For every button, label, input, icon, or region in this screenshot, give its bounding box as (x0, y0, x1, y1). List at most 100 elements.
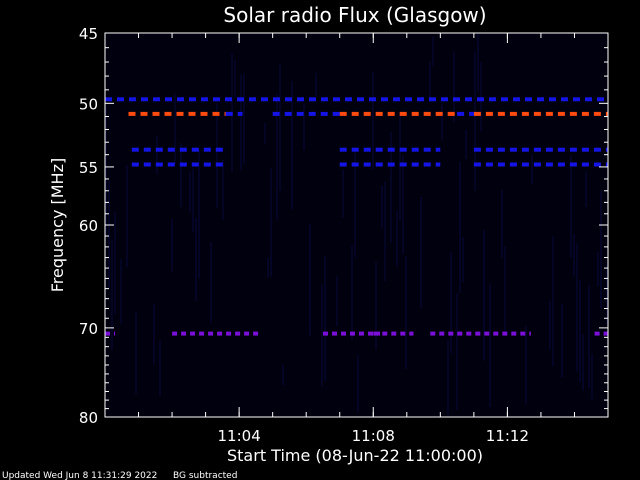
band-mark-1 (387, 111, 395, 116)
band-mark-0 (453, 97, 460, 102)
noise-streak (465, 129, 467, 160)
x-axis-ticks: 11:04 11:08 11:12 (138, 33, 575, 445)
y-axis-ticks: 45 50 55 60 70 80 (79, 25, 608, 427)
noise-streak (159, 340, 161, 397)
noise-streak (357, 354, 359, 413)
band-mark-3 (179, 147, 187, 152)
noise-streak (480, 61, 482, 132)
band-mark-1 (200, 111, 208, 116)
band-mark-5 (391, 331, 397, 336)
noise-streak (174, 93, 176, 165)
band-mark-1 (176, 111, 184, 116)
band-mark-2 (332, 111, 340, 116)
band-mark-5 (409, 331, 414, 336)
band-mark-4 (351, 162, 359, 167)
noise-streak (309, 223, 311, 336)
noise-streak (192, 168, 194, 233)
plot-area (105, 33, 608, 417)
band-mark-0 (465, 97, 472, 102)
noise-streak (303, 103, 305, 151)
noise-streak (270, 167, 272, 277)
band-mark-1 (363, 111, 371, 116)
y-tick-label: 80 (79, 409, 98, 427)
band-mark-3 (545, 147, 553, 152)
band-mark-1 (447, 111, 455, 116)
band-mark-4 (569, 162, 577, 167)
band-mark-5 (520, 331, 526, 336)
band-mark-0 (273, 97, 280, 102)
band-mark-0 (153, 97, 160, 102)
band-mark-3 (131, 147, 139, 152)
band-mark-4 (533, 162, 541, 167)
band-mark-0 (165, 97, 172, 102)
band-mark-0 (393, 97, 400, 102)
band-mark-3 (569, 147, 577, 152)
band-mark-5 (502, 331, 508, 336)
noise-streak (291, 81, 293, 210)
noise-streak (342, 168, 344, 218)
noise-streak (504, 246, 506, 335)
updated-timestamp: Updated Wed Jun 8 11:31:29 2022 (2, 471, 157, 480)
band-mark-0 (429, 97, 436, 102)
band-mark-5 (484, 331, 490, 336)
band-mark-0 (489, 97, 496, 102)
band-mark-5 (430, 331, 436, 336)
noise-streak (156, 135, 158, 175)
noise-streak (321, 284, 323, 387)
noise-streak (561, 304, 563, 378)
x-tick-label: 11:12 (486, 427, 529, 445)
band-mark-2 (225, 111, 233, 116)
noise-streak (390, 132, 392, 243)
band-mark-0 (441, 97, 448, 102)
band-mark-3 (167, 147, 175, 152)
band-mark-3 (339, 147, 347, 152)
band-mark-3 (215, 147, 223, 152)
band-mark-3 (435, 147, 441, 152)
noise-streak (462, 237, 464, 283)
band-mark-2 (308, 111, 316, 116)
band-mark-0 (561, 97, 568, 102)
band-mark-4 (399, 162, 407, 167)
noise-streak (441, 103, 443, 140)
noise-streak (477, 34, 479, 93)
y-axis-title: Frequency [MHz] (48, 158, 67, 292)
noise-streak (420, 196, 422, 309)
band-mark-5 (382, 331, 388, 336)
noise-streak (429, 60, 431, 98)
band-mark-3 (423, 147, 431, 152)
band-mark-5 (114, 331, 116, 336)
noise-streak (111, 239, 113, 350)
noise-streak (531, 154, 533, 185)
noise-streak (582, 334, 584, 392)
band-mark-0 (513, 97, 520, 102)
band-mark-3 (411, 147, 419, 152)
noise-streak (189, 172, 191, 213)
band-mark-0 (237, 97, 244, 102)
band-mark-3 (521, 147, 529, 152)
band-mark-3 (605, 147, 608, 152)
band-mark-5 (377, 331, 380, 336)
band-mark-0 (573, 97, 580, 102)
noise-streak (276, 93, 278, 220)
band-mark-1 (375, 111, 383, 116)
band-mark-4 (375, 162, 383, 167)
band-mark-4 (557, 162, 565, 167)
band-mark-5 (208, 331, 214, 336)
noise-streak (525, 325, 527, 404)
noise-streak (282, 365, 284, 386)
noise-streak (240, 74, 242, 171)
band-mark-0 (321, 97, 328, 102)
noise-streak (171, 218, 173, 272)
band-mark-5 (190, 331, 196, 336)
noise-streak (573, 234, 575, 277)
band-mark-5 (350, 331, 355, 336)
noise-streak (456, 293, 458, 411)
band-mark-4 (435, 162, 441, 167)
band-mark-4 (203, 162, 211, 167)
band-mark-3 (399, 147, 407, 152)
band-mark-3 (191, 147, 199, 152)
band-mark-0 (105, 97, 112, 102)
band-mark-1 (497, 111, 505, 116)
band-mark-4 (605, 162, 608, 167)
band-mark-1 (212, 111, 220, 116)
